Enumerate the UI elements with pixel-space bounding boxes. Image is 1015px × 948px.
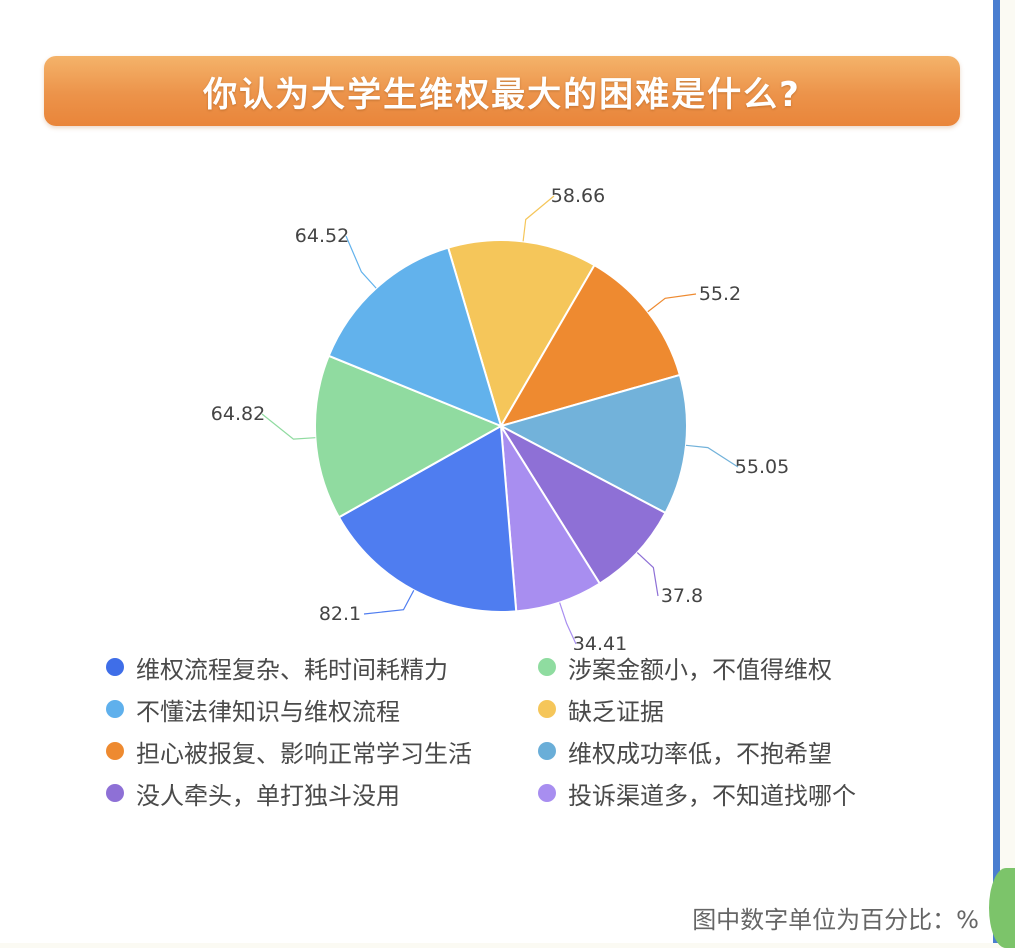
chart-title: 你认为大学生维权最大的困难是什么? <box>203 74 801 115</box>
pie-slice <box>498 263 682 428</box>
leader-line <box>685 444 739 468</box>
legend-label: 维权成功率低，不抱希望 <box>568 739 832 768</box>
pie-slice <box>446 239 596 429</box>
legend-item: 不懂法律知识与维权流程 <box>106 692 538 726</box>
value-label: 55.2 <box>699 283 741 305</box>
title-banner: 你认为大学生维权最大的困难是什么? <box>44 56 960 126</box>
legend-label: 缺乏证据 <box>568 697 664 726</box>
value-label: 58.66 <box>551 185 605 207</box>
legend-dot <box>106 700 124 718</box>
unit-footnote: 图中数字单位为百分比：% <box>692 906 979 934</box>
leader-line <box>363 590 415 615</box>
value-label: 37.8 <box>661 585 703 607</box>
pie-slice <box>337 424 518 613</box>
legend-dot <box>106 784 124 802</box>
leader-line <box>261 413 316 440</box>
legend-dot <box>538 742 556 760</box>
value-label: 82.1 <box>319 603 361 625</box>
legend-dot <box>538 700 556 718</box>
legend-item: 投诉渠道多，不知道找哪个 <box>538 776 958 810</box>
leader-line <box>345 235 377 289</box>
legend-item: 维权成功率低，不抱希望 <box>538 734 958 768</box>
pie-slice <box>314 354 504 519</box>
legend-item: 担心被报复、影响正常学习生活 <box>106 734 538 768</box>
legend-label: 涉案金额小，不值得维权 <box>568 655 832 684</box>
leaf-decoration <box>989 868 1015 948</box>
legend-item: 缺乏证据 <box>538 692 958 726</box>
value-label: 34.41 <box>573 633 627 650</box>
legend-dot <box>538 658 556 676</box>
value-label: 64.52 <box>295 225 349 247</box>
legend-dot <box>538 784 556 802</box>
value-label: 64.82 <box>211 403 265 425</box>
legend-label: 不懂法律知识与维权流程 <box>136 697 400 726</box>
legend-item: 维权流程复杂、耗时间耗精力 <box>106 650 538 684</box>
leader-line <box>522 195 555 242</box>
legend-label: 担心被报复、影响正常学习生活 <box>136 739 472 768</box>
legend-item: 涉案金额小，不值得维权 <box>538 650 958 684</box>
pie-slice <box>327 246 503 428</box>
value-label: 55.05 <box>735 456 789 478</box>
legend-dot <box>106 658 124 676</box>
pie-chart: 58.66 55.2 55.05 37.8 34.41 82.1 64.82 64.52 <box>211 185 789 650</box>
pie-slice <box>498 423 667 585</box>
pie-slice <box>498 373 688 515</box>
leader-line <box>559 602 577 645</box>
legend-item: 没人牵头，单打独斗没用 <box>106 776 538 810</box>
legend-label: 投诉渠道多，不知道找哪个 <box>568 781 856 810</box>
legend-label: 没人牵头，单打独斗没用 <box>136 781 400 810</box>
legend: 维权流程复杂、耗时间耗精力 涉案金额小，不值得维权 不懂法律知识与维权流程 缺乏… <box>106 650 966 810</box>
legend-label: 维权流程复杂、耗时间耗精力 <box>136 655 448 684</box>
leader-line <box>647 293 697 313</box>
legend-dot <box>106 742 124 760</box>
leader-line <box>636 552 659 597</box>
